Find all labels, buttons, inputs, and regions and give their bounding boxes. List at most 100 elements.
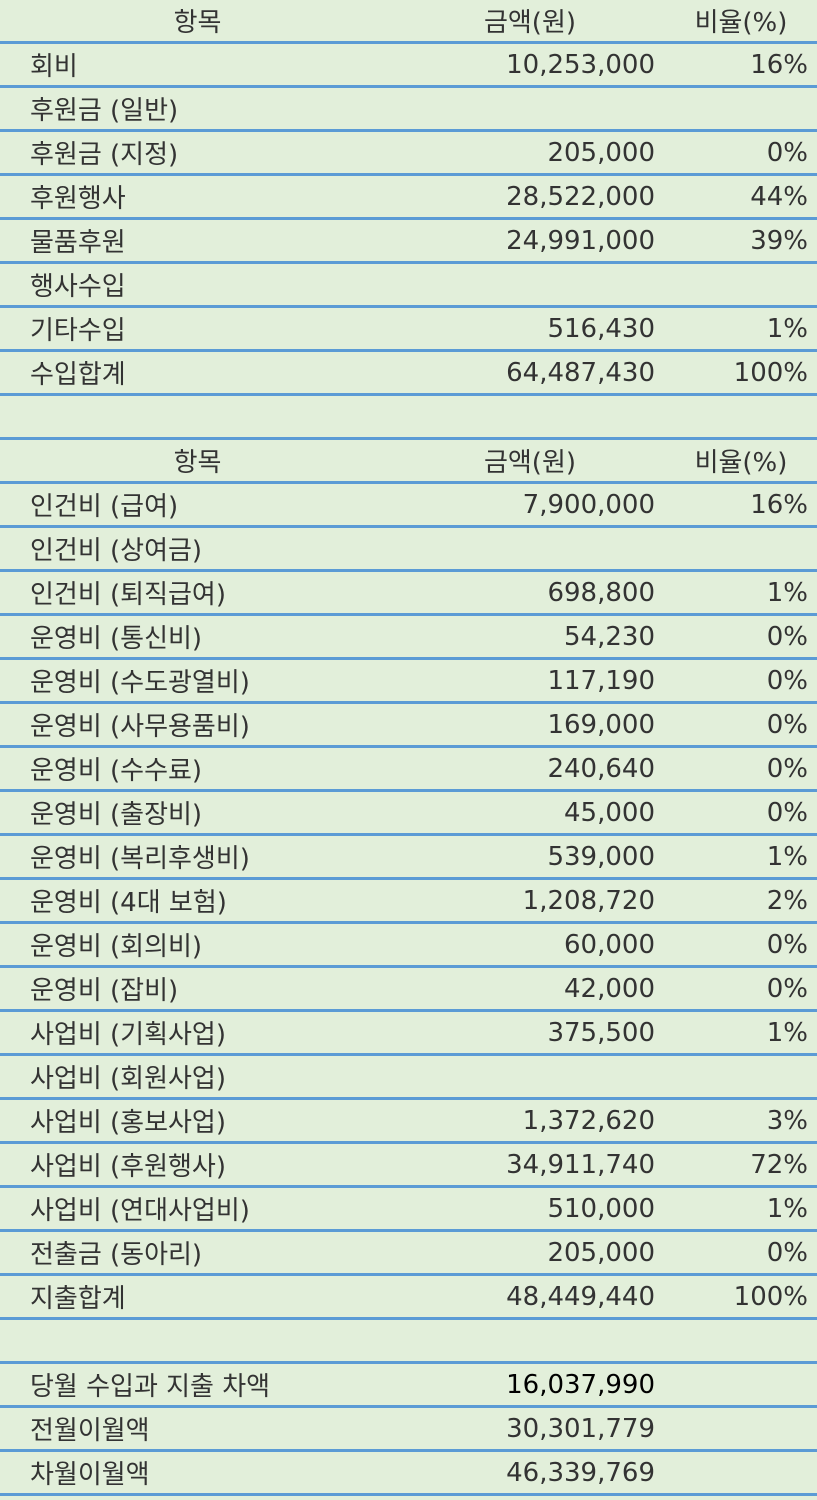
- item-cell: 기타수입: [30, 316, 126, 346]
- ratio-cell: 72%: [750, 1149, 808, 1180]
- item-cell: 전월이월액: [30, 1416, 150, 1446]
- table-row: 운영비 (수수료) 240,640 0%: [0, 748, 817, 792]
- item-cell: 행사수입: [30, 272, 126, 302]
- amount-cell: 46,339,769: [506, 1457, 655, 1488]
- item-cell: 후원금 (지정): [30, 140, 179, 170]
- amount-cell: 34,911,740: [506, 1149, 655, 1180]
- item-cell: 전출금 (동아리): [30, 1240, 203, 1270]
- ratio-cell: 16%: [750, 489, 808, 520]
- ratio-cell: 1%: [766, 841, 808, 872]
- item-cell: 회비: [30, 52, 78, 82]
- ratio-cell: 0%: [766, 929, 808, 960]
- item-cell: 운영비 (4대 보험): [30, 888, 227, 918]
- ratio-cell: 39%: [750, 225, 808, 256]
- item-cell: 사업비 (홍보사업): [30, 1108, 226, 1138]
- ratio-cell: 0%: [766, 1237, 808, 1268]
- ratio-cell: 0%: [766, 137, 808, 168]
- amount-cell: 240,640: [547, 753, 655, 784]
- table-row: 사업비 (홍보사업) 1,372,620 3%: [0, 1100, 817, 1144]
- table-row: 사업비 (연대사업비) 510,000 1%: [0, 1188, 817, 1232]
- item-cell: 수입합계: [30, 360, 126, 390]
- table-row: 인건비 (퇴직급여) 698,800 1%: [0, 572, 817, 616]
- table-row: 후원금 (일반): [0, 88, 817, 132]
- table-row: 지출합계 48,449,440 100%: [0, 1276, 817, 1320]
- table-row: 전월이월액 30,301,779: [0, 1408, 817, 1452]
- ratio-cell: 44%: [750, 181, 808, 212]
- table-row: 운영비 (복리후생비) 539,000 1%: [0, 836, 817, 880]
- item-cell: 인건비 (퇴직급여): [30, 580, 226, 610]
- amount-cell: 54,230: [564, 621, 655, 652]
- table-row: 수입합계 64,487,430 100%: [0, 352, 817, 396]
- table-row: 사업비 (기획사업) 375,500 1%: [0, 1012, 817, 1056]
- ratio-cell: 1%: [766, 577, 808, 608]
- amount-cell: 10,253,000: [506, 49, 655, 80]
- ratio-cell: 0%: [766, 797, 808, 828]
- ratio-cell: 0%: [766, 753, 808, 784]
- table-row: 운영비 (잡비) 42,000 0%: [0, 968, 817, 1012]
- table-row: 기타수입 516,430 1%: [0, 308, 817, 352]
- item-cell: 운영비 (잡비): [30, 976, 179, 1006]
- table-row: 운영비 (수도광열비) 117,190 0%: [0, 660, 817, 704]
- table-row: 인건비 (상여금): [0, 528, 817, 572]
- table-row: 전출금 (동아리) 205,000 0%: [0, 1232, 817, 1276]
- amount-cell: 28,522,000: [506, 181, 655, 212]
- table-row: 인건비 (급여) 7,900,000 16%: [0, 484, 817, 528]
- item-cell: 인건비 (급여): [30, 492, 179, 522]
- spacer-row: [0, 396, 817, 440]
- amount-cell: 16,037,990: [506, 1369, 655, 1400]
- ratio-cell: 16%: [750, 49, 808, 80]
- item-cell: 사업비 (기획사업): [30, 1020, 226, 1050]
- amount-cell: 1,208,720: [522, 885, 655, 916]
- amount-cell: 30,301,779: [506, 1413, 655, 1444]
- amount-cell: 698,800: [547, 577, 655, 608]
- amount-cell: 169,000: [547, 709, 655, 740]
- amount-cell: 375,500: [547, 1017, 655, 1048]
- table-row: 운영비 (통신비) 54,230 0%: [0, 616, 817, 660]
- column-header: 금액(원): [483, 8, 577, 38]
- column-header: 항목: [173, 8, 222, 38]
- item-cell: 인건비 (상여금): [30, 536, 203, 566]
- item-cell: 사업비 (후원행사): [30, 1152, 226, 1182]
- ratio-cell: 1%: [766, 1017, 808, 1048]
- item-cell: 운영비 (수수료): [30, 756, 203, 786]
- item-cell: 운영비 (출장비): [30, 800, 203, 830]
- table-row: 물품후원 24,991,000 39%: [0, 220, 817, 264]
- item-cell: 운영비 (복리후생비): [30, 844, 250, 874]
- amount-cell: 60,000: [564, 929, 655, 960]
- table-row: 운영비 (출장비) 45,000 0%: [0, 792, 817, 836]
- table-row: 운영비 (사무용품비) 169,000 0%: [0, 704, 817, 748]
- item-cell: 지출합계: [30, 1284, 126, 1314]
- amount-cell: 7,900,000: [522, 489, 655, 520]
- ratio-cell: 0%: [766, 709, 808, 740]
- item-cell: 운영비 (회의비): [30, 932, 203, 962]
- table-row: 운영비 (회의비) 60,000 0%: [0, 924, 817, 968]
- ratio-cell: 0%: [766, 621, 808, 652]
- amount-cell: 48,449,440: [506, 1281, 655, 1312]
- table-row: 차월이월액 46,339,769: [0, 1452, 817, 1496]
- amount-cell: 1,372,620: [522, 1105, 655, 1136]
- ratio-cell: 2%: [766, 885, 808, 916]
- amount-cell: 24,991,000: [506, 225, 655, 256]
- table-row: 회비 10,253,000 16%: [0, 44, 817, 88]
- ratio-cell: 1%: [766, 313, 808, 344]
- column-header: 금액(원): [483, 448, 577, 478]
- table-row: 당월 수입과 지출 차액 16,037,990: [0, 1364, 817, 1408]
- item-cell: 물품후원: [30, 228, 126, 258]
- amount-cell: 42,000: [564, 973, 655, 1004]
- amount-cell: 117,190: [547, 665, 655, 696]
- table-row: 사업비 (후원행사) 34,911,740 72%: [0, 1144, 817, 1188]
- amount-cell: 510,000: [547, 1193, 655, 1224]
- ratio-cell: 100%: [733, 1281, 808, 1312]
- amount-cell: 539,000: [547, 841, 655, 872]
- item-cell: 사업비 (연대사업비): [30, 1196, 250, 1226]
- header-row: 항목 금액(원) 비율(%): [0, 440, 817, 484]
- table-row: 후원금 (지정) 205,000 0%: [0, 132, 817, 176]
- column-header: 항목: [173, 448, 222, 478]
- item-cell: 당월 수입과 지출 차액: [30, 1372, 271, 1402]
- column-header: 비율(%): [694, 448, 788, 478]
- item-cell: 후원행사: [30, 184, 126, 214]
- spacer-row: [0, 1320, 817, 1364]
- ratio-cell: 3%: [766, 1105, 808, 1136]
- table-row: 사업비 (회원사업): [0, 1056, 817, 1100]
